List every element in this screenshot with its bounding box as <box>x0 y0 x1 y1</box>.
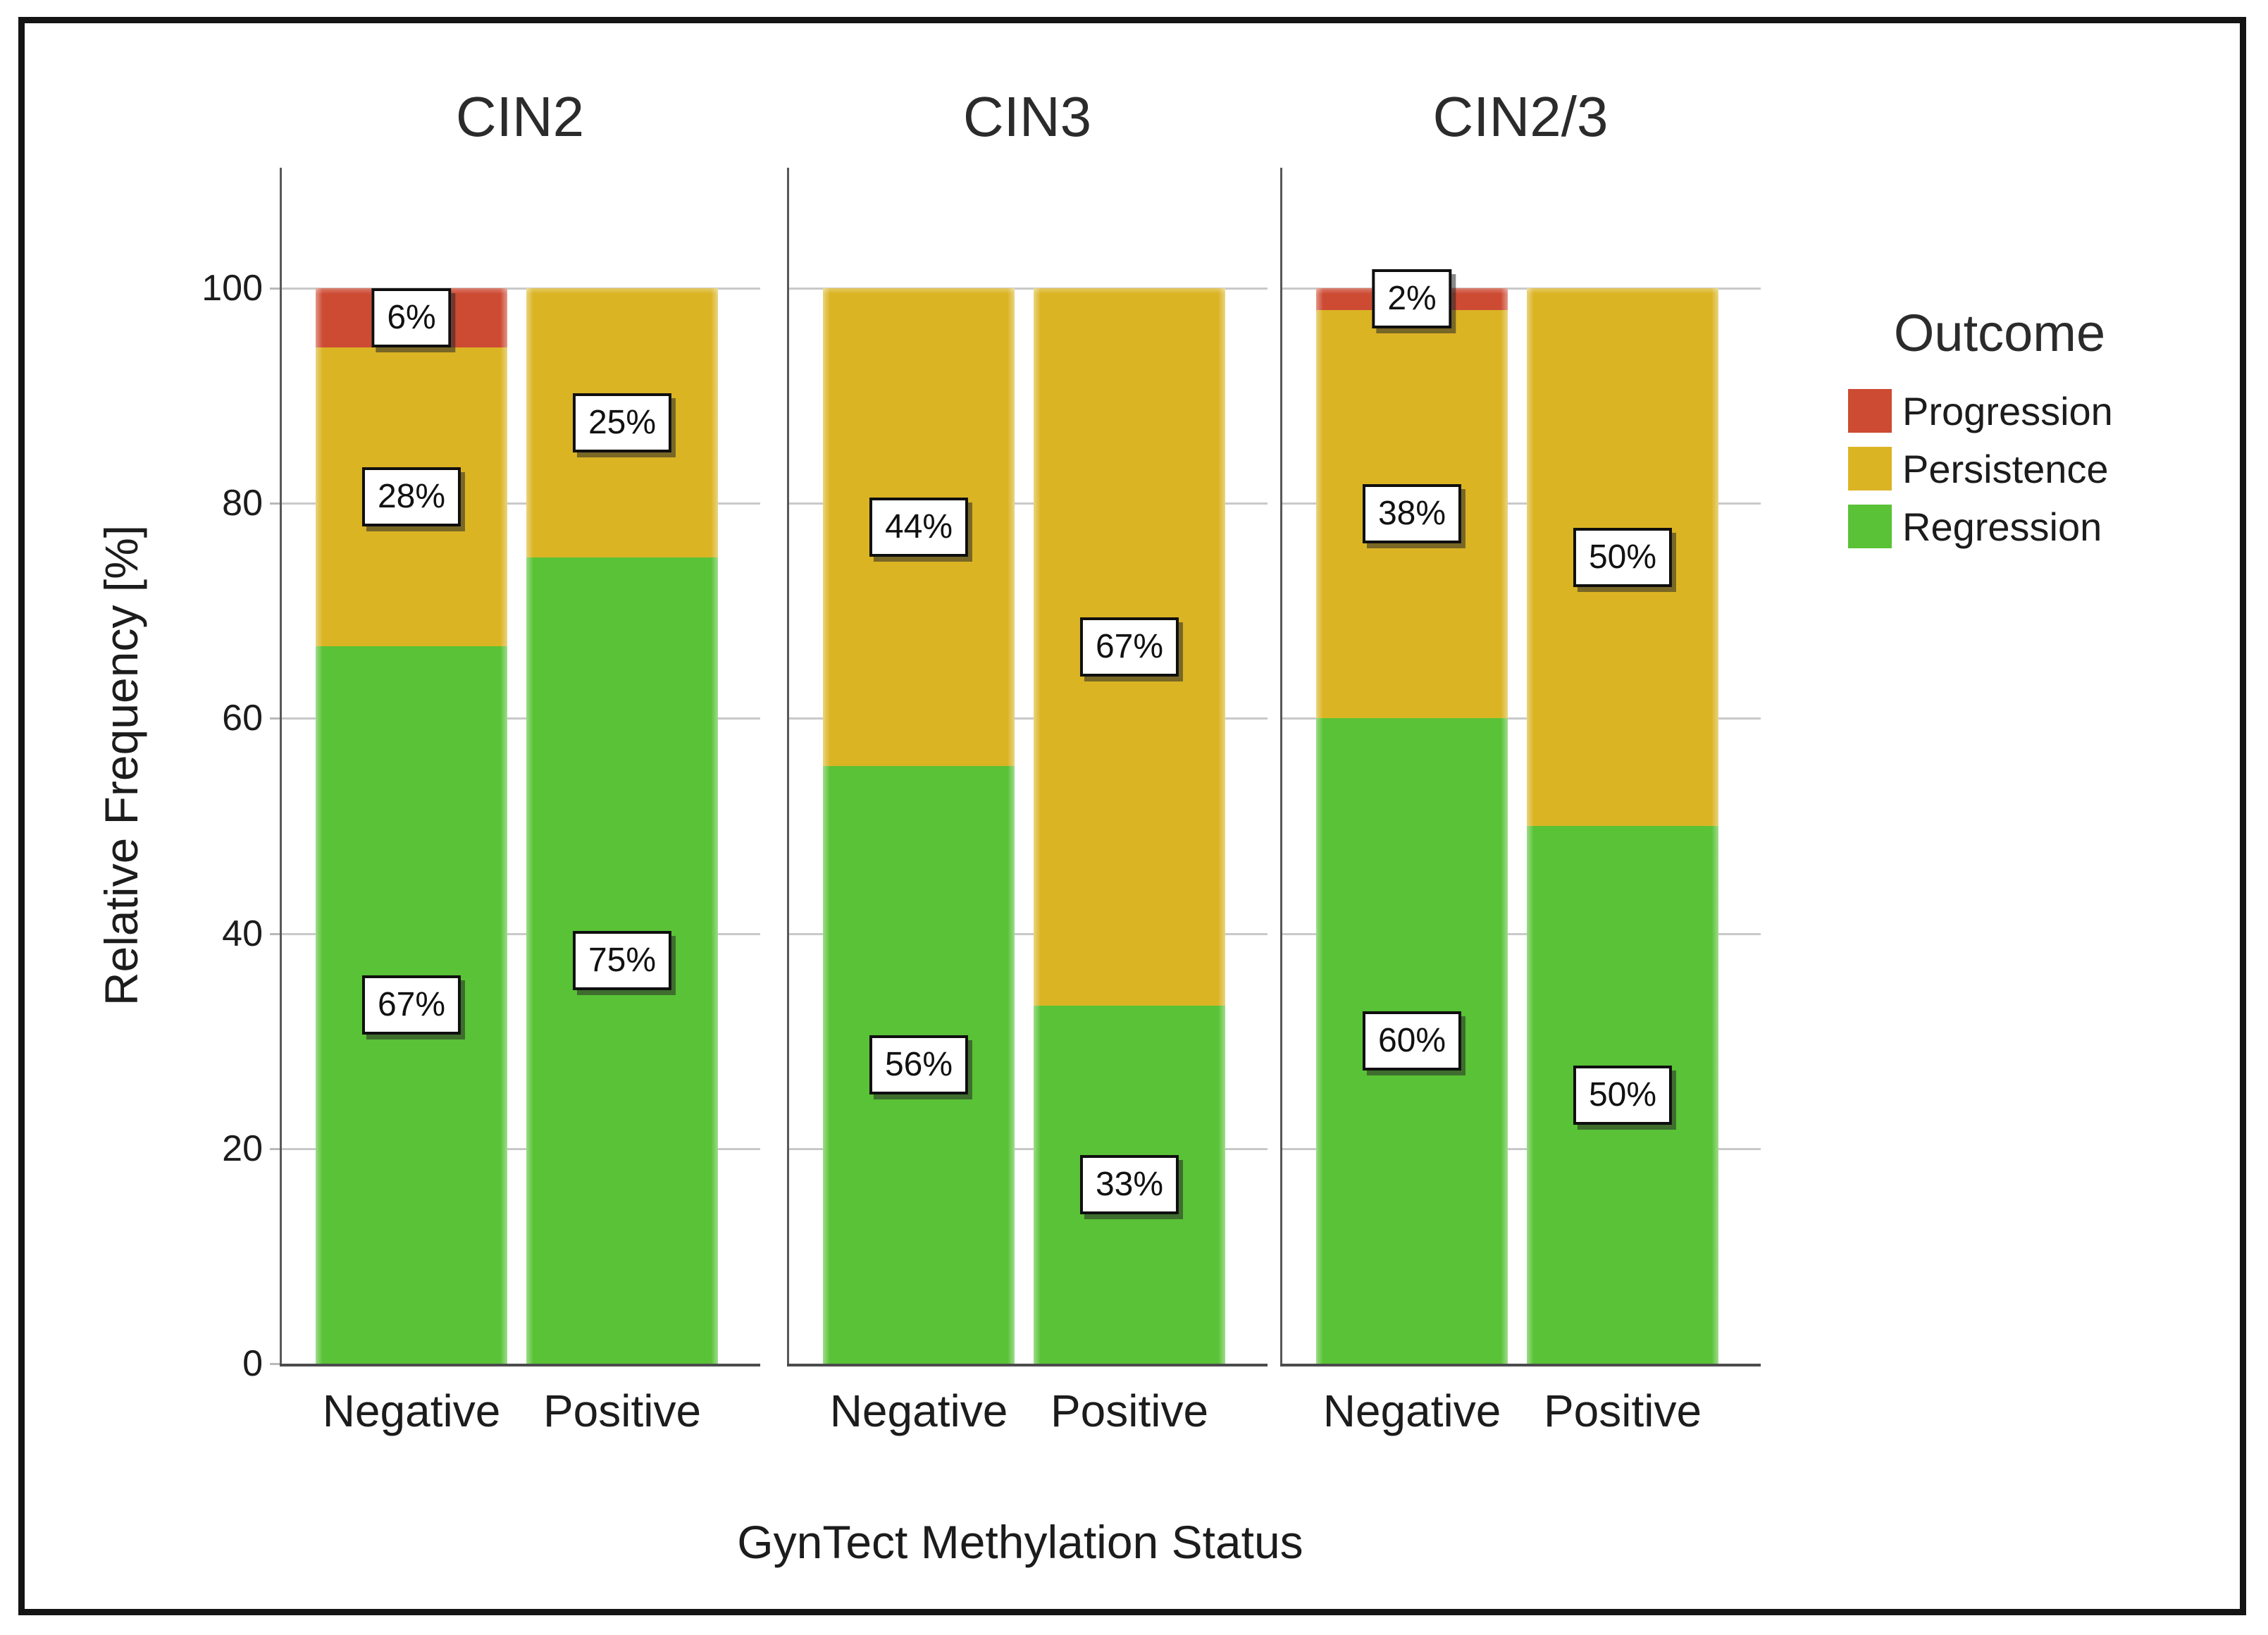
segment-value-label: 50% <box>1573 527 1673 587</box>
gridline-80 <box>1280 502 1761 505</box>
gridline-40 <box>280 932 760 935</box>
segment-value-label: 60% <box>1362 1011 1462 1071</box>
y-axis-line <box>280 168 282 1366</box>
gridline-40 <box>1280 932 1761 935</box>
gridline-100 <box>280 288 760 290</box>
gridline-80 <box>787 502 1268 505</box>
x-tick-label-negative: Negative <box>322 1386 501 1436</box>
x-tick-label-positive: Positive <box>1050 1386 1209 1436</box>
legend-label: Progression <box>1902 388 2113 433</box>
y-axis-line <box>1280 168 1282 1366</box>
y-tick-mark-60 <box>270 717 280 720</box>
legend-label: Persistence <box>1902 446 2109 491</box>
legend-swatch-regression <box>1848 505 1892 548</box>
legend-item-persistence: Persistence <box>1848 446 2179 491</box>
y-tick-label-80: 80 <box>222 483 263 524</box>
y-tick-mark-40 <box>270 932 280 935</box>
x-tick-label-positive: Positive <box>543 1386 702 1436</box>
y-tick-mark-80 <box>270 502 280 505</box>
panel-title-cin2: CIN2 <box>455 85 585 148</box>
y-tick-label-0: 0 <box>242 1343 263 1384</box>
x-tick-label-negative: Negative <box>829 1386 1008 1436</box>
x-baseline <box>1280 1364 1761 1366</box>
y-tick-label-100: 100 <box>202 268 263 309</box>
x-baseline <box>787 1364 1268 1366</box>
y-axis-title: Relative Frequency [%] <box>95 524 147 1006</box>
legend-rows: Progression Persistence Regression <box>1848 389 2179 549</box>
y-tick-mark-100 <box>270 288 280 290</box>
legend-swatch-persistence <box>1848 447 1892 490</box>
gridline-40 <box>787 932 1268 935</box>
segment-value-label: 67% <box>1079 617 1179 677</box>
legend: Outcome Progression Persistence Regression <box>1848 302 2179 562</box>
segment-value-label: 28% <box>361 467 461 527</box>
segment-value-label: 75% <box>572 930 672 990</box>
segment-value-label: 67% <box>361 975 461 1035</box>
legend-swatch-progression <box>1848 389 1892 433</box>
x-tick-label-negative: Negative <box>1322 1386 1501 1436</box>
bar-cin2-3-positive <box>1527 288 1718 1364</box>
gridline-60 <box>1280 717 1761 720</box>
segment-value-label: 50% <box>1573 1065 1673 1125</box>
segment-value-label: 25% <box>572 393 672 452</box>
segment-value-label: 2% <box>1372 269 1452 329</box>
gridline-20 <box>280 1147 760 1150</box>
y-tick-label-60: 60 <box>222 698 263 739</box>
y-tick-label-40: 40 <box>222 913 263 954</box>
legend-title: Outcome <box>1893 304 2106 362</box>
panel-title-cin2-3: CIN2/3 <box>1432 85 1609 148</box>
y-tick-mark-20 <box>270 1147 280 1150</box>
segment-value-label: 44% <box>869 497 969 557</box>
y-tick-label-20: 20 <box>222 1128 263 1169</box>
legend-item-progression: Progression <box>1848 389 2179 433</box>
gridline-20 <box>787 1147 1268 1150</box>
segment-value-label: 33% <box>1079 1154 1179 1214</box>
panel-title-cin3: CIN3 <box>962 85 1092 148</box>
gridline-60 <box>280 717 760 720</box>
x-axis-title: GynTect Methylation Status <box>737 1516 1303 1568</box>
gridline-20 <box>1280 1147 1761 1150</box>
segment-value-label: 38% <box>1362 484 1462 544</box>
gridline-80 <box>280 502 760 505</box>
bar-cin2-3-negative <box>1316 288 1508 1364</box>
legend-item-regression: Regression <box>1848 504 2179 549</box>
legend-label: Regression <box>1902 504 2102 549</box>
bar-cin2-negative <box>316 288 507 1364</box>
y-axis-line <box>787 168 789 1366</box>
segment-value-label: 56% <box>869 1035 969 1094</box>
gridline-60 <box>787 717 1268 720</box>
bar-cin3-negative <box>823 288 1015 1364</box>
gridline-100 <box>1280 288 1761 290</box>
x-baseline <box>280 1364 760 1366</box>
y-tick-mark-0 <box>270 1363 280 1365</box>
bar-cin2-positive <box>526 288 718 1364</box>
segment-value-label: 6% <box>371 288 452 347</box>
x-tick-label-positive: Positive <box>1543 1386 1702 1436</box>
gridline-100 <box>787 288 1268 290</box>
